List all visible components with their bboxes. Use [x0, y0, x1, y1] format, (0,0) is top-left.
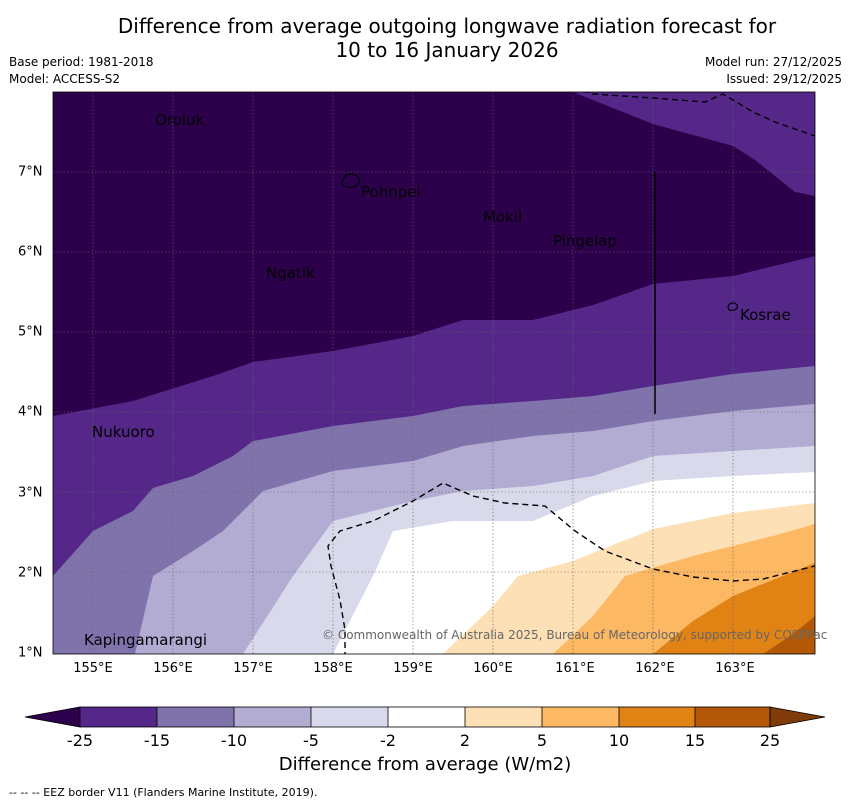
colorbar-label: -15 [143, 731, 171, 750]
colorbar-cell [311, 707, 388, 727]
lon-tick: 160°E [473, 661, 513, 676]
lon-tick: 157°E [233, 661, 273, 676]
colorbar-cell [619, 707, 695, 727]
title-line-2: 10 to 16 January 2026 [335, 38, 559, 62]
colorbar-cell [388, 707, 465, 727]
colorbar-label: -25 [66, 731, 94, 750]
lat-tick: 4°N [18, 404, 43, 420]
colorbar-cell [157, 707, 234, 727]
place-pohnpei: Pohnpei [361, 183, 421, 201]
colorbar-title: Difference from average (W/m2) [278, 754, 572, 775]
colorbar-cell [80, 707, 157, 727]
colorbar-label: -10 [220, 731, 248, 750]
meta-right: Model run: 27/12/2025 Issued: 29/12/2025 [705, 54, 842, 88]
colorbar-cell [695, 707, 770, 727]
colorbar-label: 2 [459, 731, 471, 750]
colorbar-label: -5 [303, 731, 319, 750]
colorbar-extend-low [24, 706, 81, 728]
colorbar-label: 5 [536, 731, 548, 750]
graticule [53, 92, 815, 654]
place-pingelap: Pingelap [553, 232, 618, 250]
model-name: Model: ACCESS-S2 [9, 72, 121, 86]
colorbar-label: 15 [684, 731, 706, 750]
contour-fills [53, 92, 815, 654]
band-10-15 [653, 563, 815, 654]
place-mokil: Mokil [483, 208, 523, 226]
lon-tick: 158°E [313, 661, 353, 676]
map-frame [52, 91, 816, 655]
colorbar-cell [234, 707, 311, 727]
place-kapingamarangi: Kapingamarangi [84, 631, 208, 649]
pohnpei-island [341, 173, 361, 188]
colorbar-label: 25 [759, 731, 781, 750]
lat-tick: 5°N [18, 324, 43, 340]
lat-tick: 1°N [18, 645, 43, 661]
lon-tick: 161°E [555, 661, 595, 676]
place-oroluk: Oroluk [155, 111, 205, 129]
lat-tick: 7°N [18, 164, 43, 180]
island-shapes [341, 173, 739, 311]
band-15-25 [763, 616, 815, 654]
place-ngatik: Ngatik [266, 264, 315, 282]
band-25-15-ne [573, 92, 815, 196]
colorbar-dividers [156, 707, 696, 727]
colorbar-frame [79, 706, 771, 728]
copyright-credit: © Commonwealth of Australia 2025, Bureau… [322, 628, 828, 642]
lon-tick: 159°E [393, 661, 433, 676]
lat-tick: 6°N [18, 244, 43, 260]
chart-title: Difference from average outgoing longwav… [0, 14, 850, 62]
meta-left: Base period: 1981-2018 Model: ACCESS-S2 [9, 54, 154, 88]
colorbar-cell [542, 707, 619, 727]
eez-border [327, 92, 815, 654]
lon-tick: 163°E [715, 661, 755, 676]
colorbar-label: 10 [608, 731, 630, 750]
colorbar [24, 706, 826, 728]
place-nukuoro: Nukuoro [92, 423, 155, 441]
lon-tick: 155°E [73, 661, 113, 676]
place-kosrae: Kosrae [740, 306, 791, 324]
lat-tick: 3°N [18, 485, 43, 501]
issued-date: Issued: 29/12/2025 [726, 72, 842, 86]
colorbar-cell [465, 707, 542, 727]
eez-footnote: -- -- -- EEZ border V11 (Flanders Marine… [9, 786, 318, 799]
model-run: Model run: 27/12/2025 [704, 55, 842, 69]
lon-tick: 162°E [635, 661, 675, 676]
base-period: Base period: 1981-2018 [9, 55, 154, 69]
kosrae-island [727, 302, 739, 311]
colorbar-label: -2 [380, 731, 396, 750]
lat-tick: 2°N [18, 565, 43, 581]
colorbar-extend-high [769, 706, 826, 728]
title-line-1: Difference from average outgoing longwav… [117, 14, 777, 38]
lon-tick: 156°E [153, 661, 193, 676]
